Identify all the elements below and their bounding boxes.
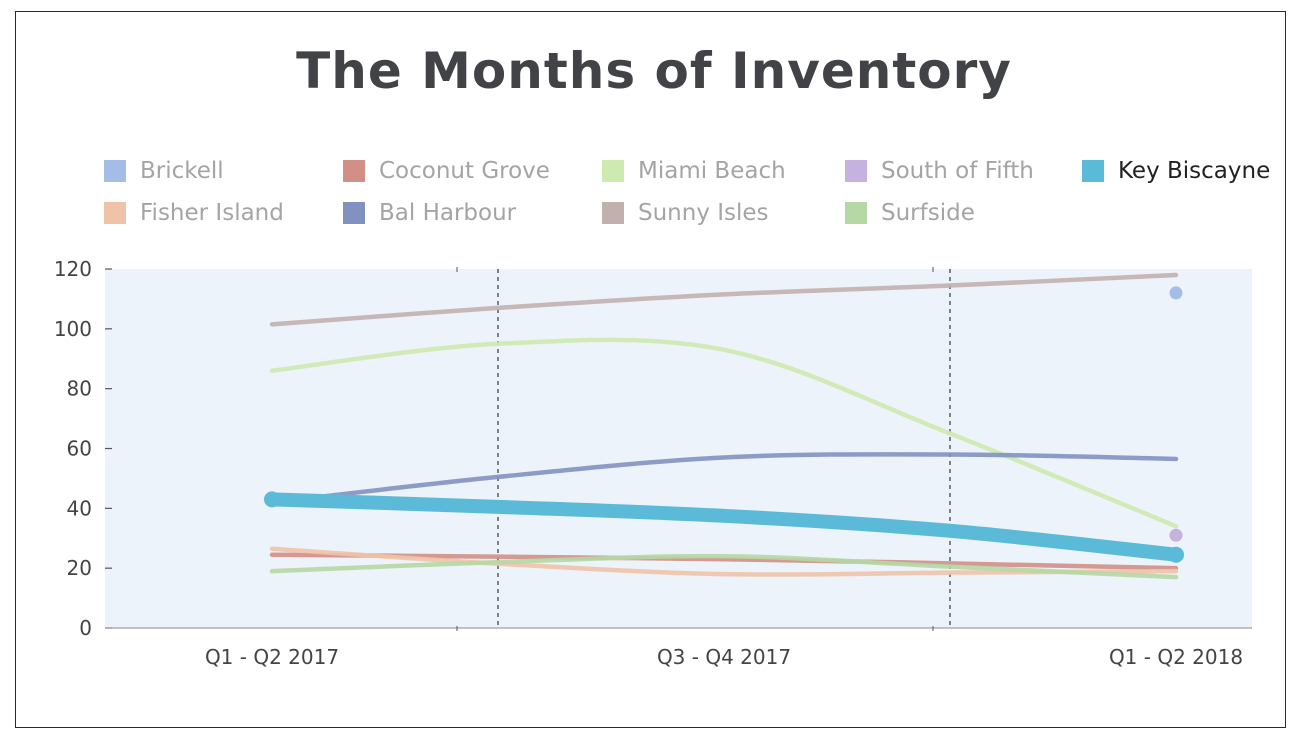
legend-item-brickell[interactable]: Brickell xyxy=(104,158,224,184)
series-miami-beach xyxy=(269,337,1179,529)
x-tick-label-2: Q3 - Q4 2017 xyxy=(657,645,791,669)
series-line-key-biscayne xyxy=(265,492,1183,562)
legend-swatch-key-biscayne xyxy=(1082,160,1104,182)
legend-item-south-of-fifth[interactable]: South of Fifth xyxy=(845,158,1034,184)
y-tick-label-100: 100 xyxy=(54,317,92,341)
x-tick-label-1: Q1 - Q2 2017 xyxy=(205,645,339,669)
series-point-south-of-fifth xyxy=(1169,528,1183,542)
legend-item-coconut-grove[interactable]: Coconut Grove xyxy=(343,158,550,184)
series-point-key-biscayne-2 xyxy=(1168,546,1184,563)
series-key-biscayne xyxy=(264,491,1184,563)
legend-item-bal-harbour[interactable]: Bal Harbour xyxy=(343,200,516,226)
y-tick-label-80: 80 xyxy=(67,377,92,401)
legend-swatch-brickell xyxy=(104,160,126,182)
y-tick-label-0: 0 xyxy=(79,616,92,640)
legend-swatch-bal-harbour xyxy=(343,202,365,224)
y-tick-label-60: 60 xyxy=(67,437,92,461)
legend-swatch-miami-beach xyxy=(602,160,624,182)
legend-label-brickell: Brickell xyxy=(140,158,224,184)
series-bal-harbour xyxy=(269,452,1179,505)
x-tick-label-3: Q1 - Q2 2018 xyxy=(1109,645,1243,669)
legend-label-coconut-grove: Coconut Grove xyxy=(379,158,550,184)
series-surfside xyxy=(269,553,1179,580)
legend-swatch-south-of-fifth xyxy=(845,160,867,182)
legend-item-fisher-island[interactable]: Fisher Island xyxy=(104,200,284,226)
legend-label-fisher-island: Fisher Island xyxy=(140,200,284,226)
series-south-of-fifth xyxy=(1169,528,1183,542)
legend-label-surfside: Surfside xyxy=(881,200,975,226)
legend-label-key-biscayne: Key Biscayne xyxy=(1118,158,1271,184)
series-line-sunny-isles xyxy=(269,272,1179,327)
series-line-miami-beach xyxy=(269,337,1179,529)
y-tick-label-20: 20 xyxy=(67,556,92,580)
legend-swatch-coconut-grove xyxy=(343,160,365,182)
series-line-surfside xyxy=(269,553,1179,580)
legend-item-key-biscayne[interactable]: Key Biscayne xyxy=(1082,158,1270,184)
chart-title: The Months of Inventory xyxy=(296,42,1012,100)
legend-label-miami-beach: Miami Beach xyxy=(638,158,786,184)
y-tick-label-120: 120 xyxy=(54,257,92,281)
series-line-bal-harbour xyxy=(269,452,1179,505)
legend-label-sunny-isles: Sunny Isles xyxy=(638,200,769,226)
y-tick-label-40: 40 xyxy=(67,496,92,520)
legend-swatch-fisher-island xyxy=(104,202,126,224)
legend-label-bal-harbour: Bal Harbour xyxy=(379,200,517,226)
series-sunny-isles xyxy=(269,272,1179,327)
series-brickell xyxy=(1169,286,1183,300)
legend-swatch-surfside xyxy=(845,202,867,224)
series-point-brickell xyxy=(1169,286,1183,300)
legend-item-sunny-isles[interactable]: Sunny Isles xyxy=(602,200,769,226)
legend-swatch-sunny-isles xyxy=(602,202,624,224)
series-point-key-biscayne-1 xyxy=(264,491,280,508)
legend-label-south-of-fifth: South of Fifth xyxy=(881,158,1034,184)
legend-item-surfside[interactable]: Surfside xyxy=(845,200,975,226)
legend-item-miami-beach[interactable]: Miami Beach xyxy=(602,158,786,184)
